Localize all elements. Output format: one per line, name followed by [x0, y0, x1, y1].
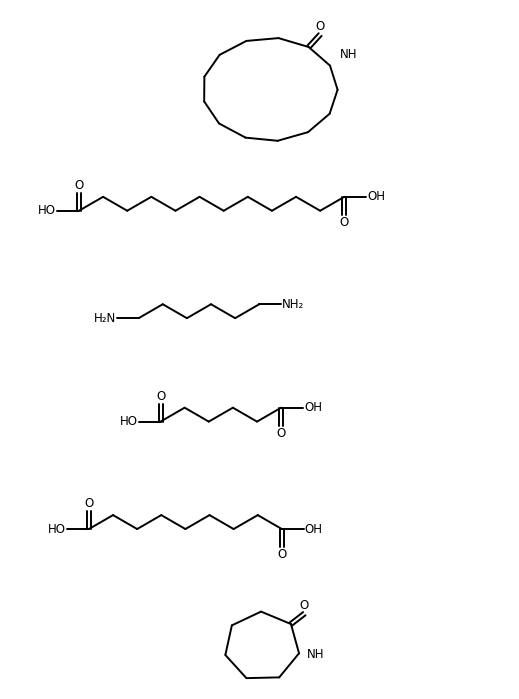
Text: O: O: [277, 426, 286, 440]
Text: O: O: [277, 548, 286, 561]
Text: OH: OH: [305, 523, 323, 535]
Text: OH: OH: [304, 401, 322, 415]
Text: NH: NH: [307, 648, 324, 661]
Text: O: O: [74, 179, 84, 192]
Text: NH: NH: [339, 48, 357, 61]
Text: O: O: [316, 20, 325, 33]
Text: H₂N: H₂N: [93, 312, 116, 324]
Text: O: O: [84, 497, 93, 510]
Text: OH: OH: [367, 190, 385, 203]
Text: O: O: [156, 390, 165, 403]
Text: NH₂: NH₂: [282, 298, 304, 311]
Text: HO: HO: [120, 415, 138, 428]
Text: O: O: [299, 599, 309, 612]
Text: O: O: [339, 216, 349, 229]
Text: HO: HO: [38, 204, 56, 217]
Text: HO: HO: [48, 523, 66, 535]
